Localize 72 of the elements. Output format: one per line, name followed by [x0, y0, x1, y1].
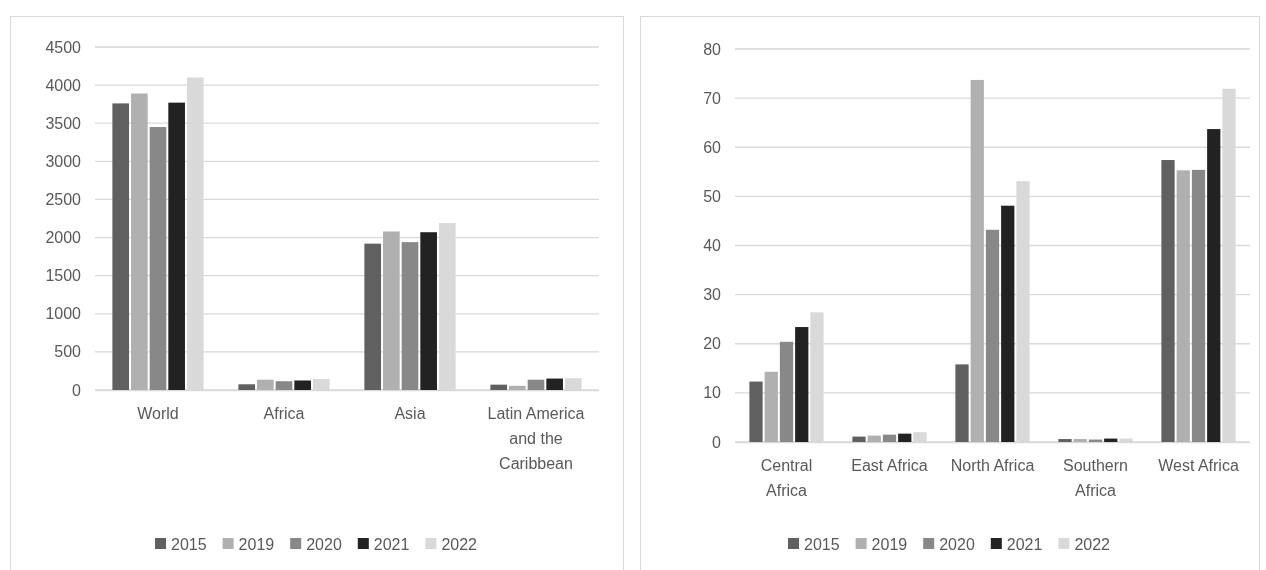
bar — [1161, 160, 1175, 442]
legend-label: 2020 — [306, 535, 342, 553]
legend-label: 2021 — [1006, 535, 1043, 553]
x-tick-label: Asia — [394, 405, 426, 422]
bar — [1001, 205, 1015, 442]
bar — [131, 93, 148, 390]
bar — [527, 379, 545, 390]
x-tick-label: East Africa — [851, 457, 928, 474]
bar — [383, 231, 400, 390]
legend-label: 2019 — [238, 535, 275, 553]
bar — [970, 79, 984, 442]
legend-label: 2022 — [1074, 535, 1111, 553]
y-tick-label: 4500 — [45, 38, 82, 56]
y-tick-label: 30 — [703, 286, 722, 304]
y-tick-label: 3500 — [45, 114, 82, 132]
bar — [546, 378, 563, 390]
x-tick-label: Southern Africa — [1063, 457, 1128, 499]
bar — [852, 436, 866, 442]
bar — [238, 384, 256, 390]
y-tick-label: 2500 — [45, 191, 82, 209]
bar — [1191, 169, 1206, 442]
bar — [882, 434, 897, 442]
bar — [1176, 170, 1190, 442]
bar — [509, 385, 526, 390]
y-tick-label: 0 — [72, 381, 82, 399]
x-tick-label: West Africa — [1158, 457, 1239, 474]
bar — [149, 127, 167, 390]
bar — [294, 380, 311, 390]
legend-label: 2019 — [871, 535, 908, 553]
y-tick-label: 40 — [703, 237, 722, 255]
y-tick-label: 1000 — [45, 305, 82, 323]
bar — [955, 364, 969, 442]
bar — [1073, 439, 1087, 442]
y-tick-label: 3000 — [45, 152, 82, 170]
legend-label: 2015 — [804, 535, 840, 553]
bar — [401, 242, 419, 390]
legend-label: 2021 — [373, 535, 410, 553]
y-tick-label: 80 — [703, 40, 722, 58]
bar — [764, 371, 778, 442]
bar — [364, 243, 382, 390]
y-tick-label: 50 — [703, 187, 722, 205]
y-tick-label: 20 — [703, 335, 722, 353]
bar — [420, 232, 437, 390]
legend-label: 2022 — [441, 535, 478, 553]
y-tick-label: 2000 — [45, 229, 82, 247]
y-tick-label: 70 — [703, 89, 722, 107]
bar — [985, 229, 1000, 442]
bar — [795, 327, 809, 442]
bar — [168, 102, 185, 390]
bar — [1207, 129, 1221, 442]
x-tick-label: Central Africa — [760, 457, 813, 499]
legend-label: 2020 — [939, 535, 975, 553]
y-tick-label: 4000 — [45, 76, 82, 94]
x-tick-label: World — [137, 405, 179, 422]
x-tick-label: Africa — [263, 405, 305, 422]
bar — [257, 379, 274, 390]
y-tick-label: 60 — [703, 138, 722, 156]
x-tick-label: Latin America and the Caribbean — [487, 405, 585, 472]
bar — [867, 435, 881, 442]
bar — [275, 381, 293, 390]
x-tick-label: North Africa — [950, 457, 1035, 474]
bar — [1058, 439, 1072, 442]
y-tick-label: 500 — [54, 343, 82, 361]
y-tick-label: 0 — [712, 433, 722, 451]
bar — [490, 384, 508, 390]
y-tick-label: 10 — [703, 384, 722, 402]
bar — [112, 103, 130, 390]
bar — [749, 381, 763, 442]
y-tick-label: 1500 — [45, 267, 82, 285]
legend-label: 2015 — [171, 535, 207, 553]
bar — [779, 341, 794, 442]
bar — [898, 433, 912, 442]
